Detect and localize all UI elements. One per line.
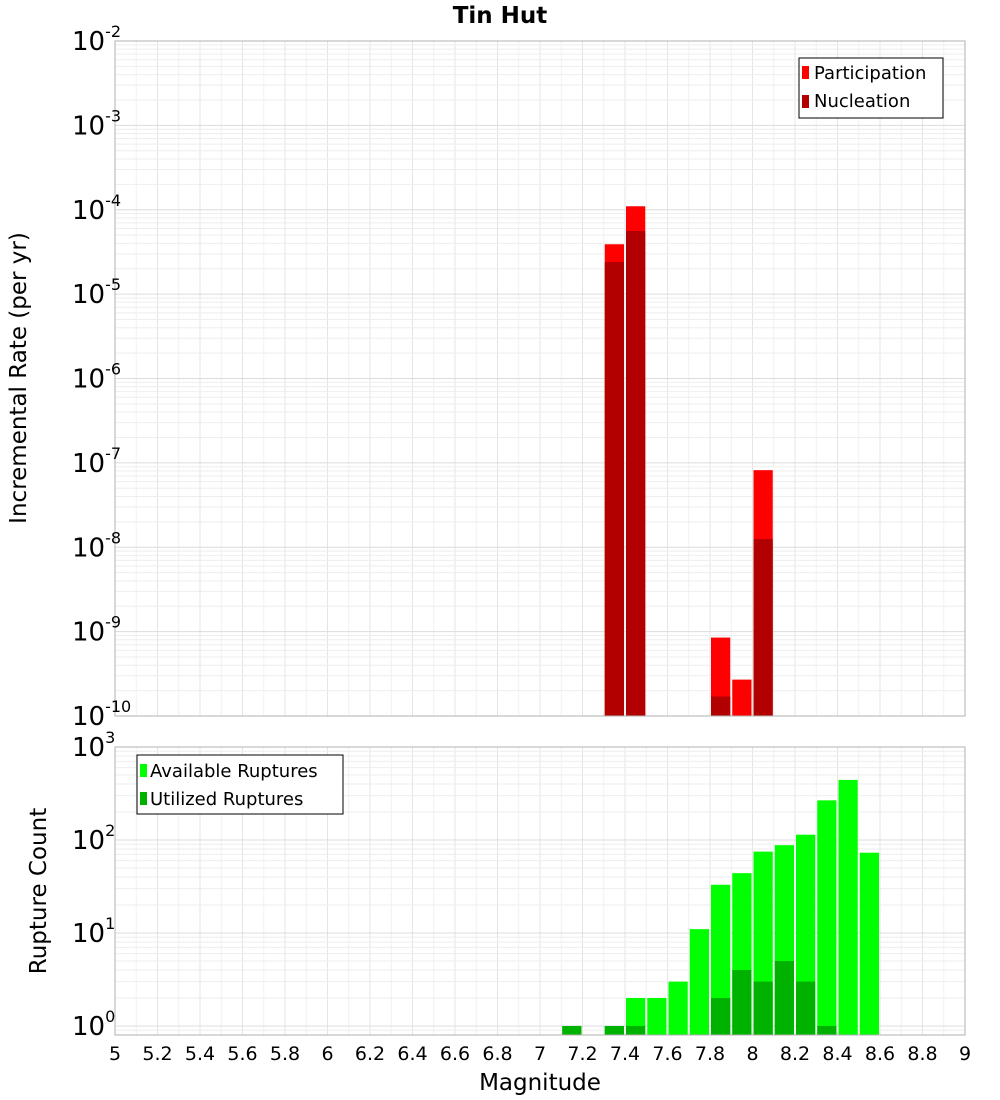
bar-available-ruptures — [668, 981, 688, 1035]
x-tick-label: 7.4 — [610, 1043, 640, 1065]
y-tick-label: 10-4 — [72, 191, 121, 226]
x-tick-label: 7 — [534, 1043, 546, 1065]
bar-utilized-ruptures — [796, 981, 816, 1035]
bar-participation — [711, 637, 731, 716]
x-tick-label: 5.2 — [142, 1043, 172, 1065]
legend-swatch-utilized — [140, 792, 147, 805]
legend-swatch-participation — [802, 66, 809, 79]
bottom-y-axis-label: Rupture Count — [26, 808, 52, 974]
y-tick-label: 102 — [72, 821, 115, 856]
y-tick-label: 103 — [72, 728, 115, 763]
legend-swatch-nucleation — [802, 95, 809, 108]
legend-label-participation: Participation — [814, 63, 926, 84]
bar-utilized-ruptures — [562, 1025, 582, 1035]
bar-available-ruptures — [838, 779, 858, 1035]
x-tick-label: 6.4 — [397, 1043, 427, 1065]
bottom-plot-frame — [114, 746, 966, 1036]
bar-utilized-ruptures — [753, 981, 773, 1035]
y-tick-label: 10-8 — [72, 528, 121, 563]
legend-label-available: Available Ruptures — [150, 761, 318, 782]
y-tick-label: 10-9 — [72, 613, 121, 648]
bar-available-ruptures — [859, 852, 879, 1035]
y-tick-label: 10-7 — [72, 444, 121, 479]
x-tick-label: 5 — [109, 1043, 121, 1065]
x-tick-label: 6.6 — [440, 1043, 470, 1065]
y-tick-label: 10-10 — [72, 697, 131, 732]
x-tick-label: 8.6 — [865, 1043, 895, 1065]
bar-available-ruptures — [626, 997, 646, 1035]
bar-participation — [732, 679, 752, 716]
top-y-axis-label: Incremental Rate (per yr) — [6, 232, 32, 524]
legend-swatch-available — [140, 764, 147, 777]
x-tick-label: 7.8 — [695, 1043, 725, 1065]
bar-nucleation — [604, 262, 624, 716]
x-tick-label: 8.8 — [907, 1043, 937, 1065]
top-plot-frame — [114, 40, 966, 717]
legend-label-utilized: Utilized Ruptures — [150, 789, 303, 810]
y-tick-label: 100 — [72, 1007, 115, 1042]
bar-nucleation — [753, 539, 773, 716]
y-tick-label: 10-2 — [72, 22, 121, 57]
bar-available-ruptures — [689, 929, 709, 1035]
bottom-panel-bars — [562, 779, 879, 1035]
top-legend: Participation Nucleation — [798, 57, 944, 119]
y-tick-label: 10-5 — [72, 275, 121, 310]
x-tick-label: 5.8 — [270, 1043, 300, 1065]
x-tick-label: 8.2 — [780, 1043, 810, 1065]
x-tick-label: 5.6 — [227, 1043, 257, 1065]
chart-title: Tin Hut — [453, 3, 548, 29]
y-tick-label: 10-3 — [72, 106, 121, 141]
bar-utilized-ruptures — [817, 1025, 837, 1035]
x-tick-label: 6.8 — [482, 1043, 512, 1065]
x-tick-label: 6 — [321, 1043, 333, 1065]
x-tick-label: 7.6 — [652, 1043, 682, 1065]
x-tick-label: 8.4 — [822, 1043, 852, 1065]
bar-nucleation — [626, 230, 646, 716]
bar-utilized-ruptures — [732, 969, 752, 1035]
top-legend-box — [798, 57, 944, 119]
x-tick-label: 6.2 — [355, 1043, 385, 1065]
x-tick-label: 5.4 — [185, 1043, 215, 1065]
bar-available-ruptures — [711, 884, 731, 1035]
x-axis-label: Magnitude — [479, 1070, 601, 1096]
bottom-legend: Available Ruptures Utilized Ruptures — [136, 754, 344, 815]
bottom-panel-y-ticks: 100 101 102 103 — [72, 728, 115, 1042]
y-tick-label: 101 — [72, 914, 115, 949]
x-tick-label: 8 — [746, 1043, 758, 1065]
bar-nucleation — [711, 696, 731, 716]
bar-utilized-ruptures — [711, 997, 731, 1035]
bar-utilized-ruptures — [604, 1025, 624, 1035]
bottom-legend-box — [136, 754, 344, 815]
legend-label-nucleation: Nucleation — [814, 91, 910, 112]
x-tick-label: 9 — [959, 1043, 971, 1065]
bar-available-ruptures — [647, 997, 667, 1035]
x-axis-ticks: 5 5.2 5.4 5.6 5.8 6 6.2 6.4 6.6 6.8 7 7.2 7.4 7.6 7.8 8… — [109, 1043, 971, 1065]
bar-utilized-ruptures — [626, 1025, 646, 1035]
bar-available-ruptures — [817, 800, 837, 1035]
top-panel-grid — [114, 41, 966, 717]
top-panel-bars — [604, 206, 773, 717]
bar-utilized-ruptures — [774, 960, 794, 1035]
x-tick-label: 7.2 — [567, 1043, 597, 1065]
y-tick-label: 10-6 — [72, 360, 121, 395]
top-panel-y-ticks: 10-10 10-9 10-8 10-7 10-6 10-5 10-4 10-3 10-2 — [72, 22, 131, 732]
